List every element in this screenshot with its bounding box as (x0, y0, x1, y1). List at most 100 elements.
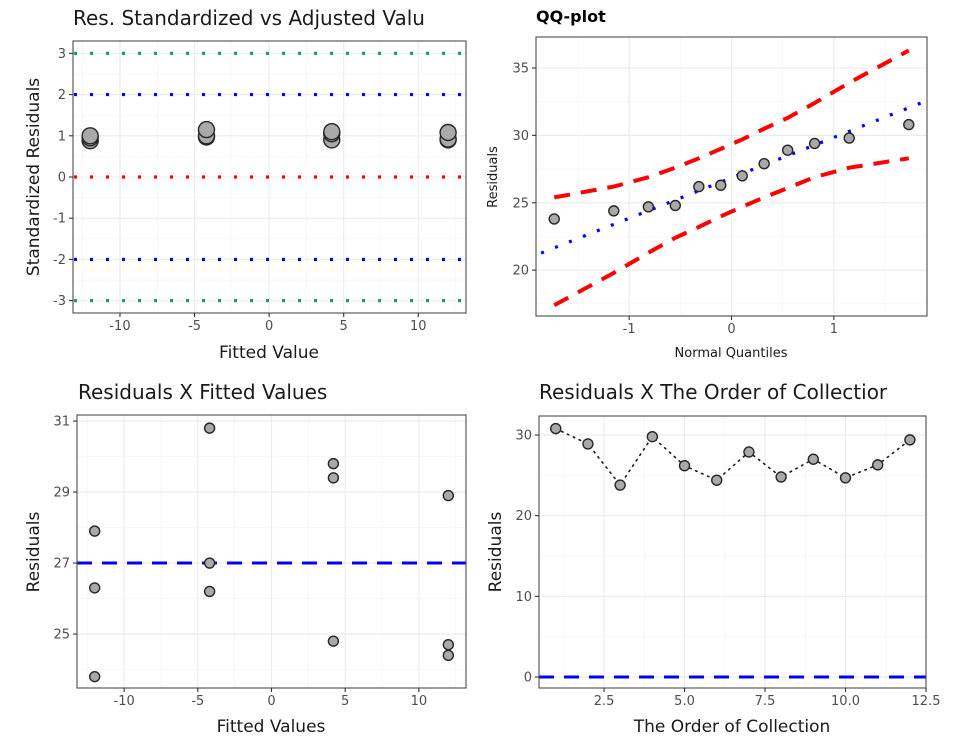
y-tick-label: 30 (515, 429, 532, 444)
data-point (903, 118, 915, 131)
data-point (693, 180, 705, 193)
data-point (808, 137, 821, 150)
data-point (614, 479, 626, 491)
y-tick-label: 0 (524, 671, 532, 686)
data-point (839, 472, 852, 484)
data-point (775, 471, 787, 483)
x-tick-label: -10 (109, 319, 130, 334)
y-axis-title: Residuals (24, 512, 44, 593)
data-point (646, 430, 659, 443)
data-point (669, 199, 682, 212)
ticks: 2.5 5.0 7.5 10.0 12.5 0 10 20 30 (515, 429, 940, 709)
data-point (904, 434, 916, 446)
data-point (442, 489, 455, 502)
x-tick-label: 1 (830, 322, 838, 337)
data-point (197, 120, 216, 139)
y-tick-label: 3 (58, 47, 66, 62)
x-tick-label: 10 (411, 694, 428, 709)
panel-residuals-vs-order: Residuals X The Order of Collectior 2.5 5… (486, 380, 940, 737)
x-tick-label: 12.5 (912, 694, 941, 709)
data-point (758, 157, 770, 170)
y-tick-label: 10 (515, 590, 532, 605)
data-point (327, 635, 340, 647)
y-tick-label: 25 (512, 196, 529, 211)
data-point (872, 459, 884, 471)
y-tick-label: 20 (512, 264, 529, 279)
ticks: -1 0 1 20 25 30 35 (512, 62, 838, 338)
x-tick-label: 5 (341, 694, 349, 709)
x-tick-label: 5.0 (674, 694, 695, 709)
data-point (203, 422, 216, 434)
panel-title: Res. Standardized vs Adjusted Valu (73, 6, 425, 30)
x-tick-label: -10 (114, 694, 135, 709)
data-point (807, 453, 820, 465)
data-point (550, 422, 562, 435)
data-point (582, 438, 594, 450)
x-tick-label: -1 (623, 322, 636, 337)
panel-title: QQ-plot (536, 7, 606, 26)
x-tick-label: -5 (191, 694, 204, 709)
y-tick-label: -2 (53, 253, 66, 268)
y-axis-title: Residuals (486, 146, 501, 208)
panel-title: Residuals X The Order of Collectior (539, 380, 888, 404)
y-tick-label: 27 (53, 557, 70, 572)
data-point (678, 459, 691, 472)
x-tick-label: 10 (410, 319, 427, 334)
points (81, 120, 457, 150)
y-tick-label: 31 (53, 415, 70, 430)
gridlines (73, 41, 466, 313)
data-point (843, 132, 855, 144)
data-point (88, 525, 101, 537)
data-point (88, 670, 101, 683)
points (550, 422, 916, 491)
gridlines (539, 416, 927, 688)
panel-residuals-vs-fitted: Residuals X Fitted Values -10 -5 0 5 10 25 27 2… (24, 380, 467, 737)
x-tick-label: 0 (727, 322, 735, 337)
data-point (442, 649, 455, 662)
data-point (711, 474, 723, 486)
panel-title: Residuals X Fitted Values (78, 380, 327, 404)
x-tick-label: 5 (340, 319, 348, 334)
data-point (781, 144, 794, 156)
envelope-upper (553, 48, 910, 200)
y-tick-label: 20 (515, 509, 532, 524)
data-point (327, 457, 340, 470)
plot-frame (538, 415, 927, 689)
y-tick-label: -1 (53, 212, 66, 227)
data-point (327, 472, 340, 484)
envelope-lower (553, 156, 910, 307)
y-tick-label: 0 (58, 171, 66, 186)
data-point (88, 582, 101, 594)
panel-standardized-residuals: Res. Standardized vs Adjusted Valu -10 -5… (24, 6, 467, 363)
x-tick-label: 0 (267, 694, 275, 709)
reference-lines (73, 51, 466, 303)
data-point (439, 123, 457, 142)
gridlines (77, 415, 466, 688)
points (88, 422, 455, 683)
y-tick-label: -3 (53, 294, 66, 309)
data-point (642, 201, 655, 213)
x-axis-title: Fitted Values (217, 717, 326, 737)
panel-qq-plot: QQ-plot -1 0 1 20 25 30 35 Normal Quantiles Re… (486, 7, 928, 361)
data-point (203, 557, 216, 569)
x-tick-label: 2.5 (594, 694, 615, 709)
y-axis-title: Residuals (486, 512, 506, 593)
data-point (715, 179, 727, 191)
points (548, 118, 915, 225)
ticks: -10 -5 0 5 10 25 27 29 31 (53, 415, 427, 709)
data-point (736, 170, 748, 182)
x-tick-label: -5 (188, 319, 201, 334)
gridlines (536, 37, 927, 316)
data-point (442, 638, 455, 651)
y-tick-label: 1 (58, 129, 66, 144)
qq-reference-line (540, 99, 928, 255)
data-point (548, 213, 560, 225)
x-axis-title: The Order of Collection (633, 717, 831, 737)
x-tick-label: 0 (265, 319, 273, 334)
x-tick-label: 10.0 (831, 694, 860, 709)
x-axis-title: Fitted Value (219, 343, 319, 363)
data-point (203, 585, 216, 598)
y-tick-label: 29 (53, 486, 70, 501)
